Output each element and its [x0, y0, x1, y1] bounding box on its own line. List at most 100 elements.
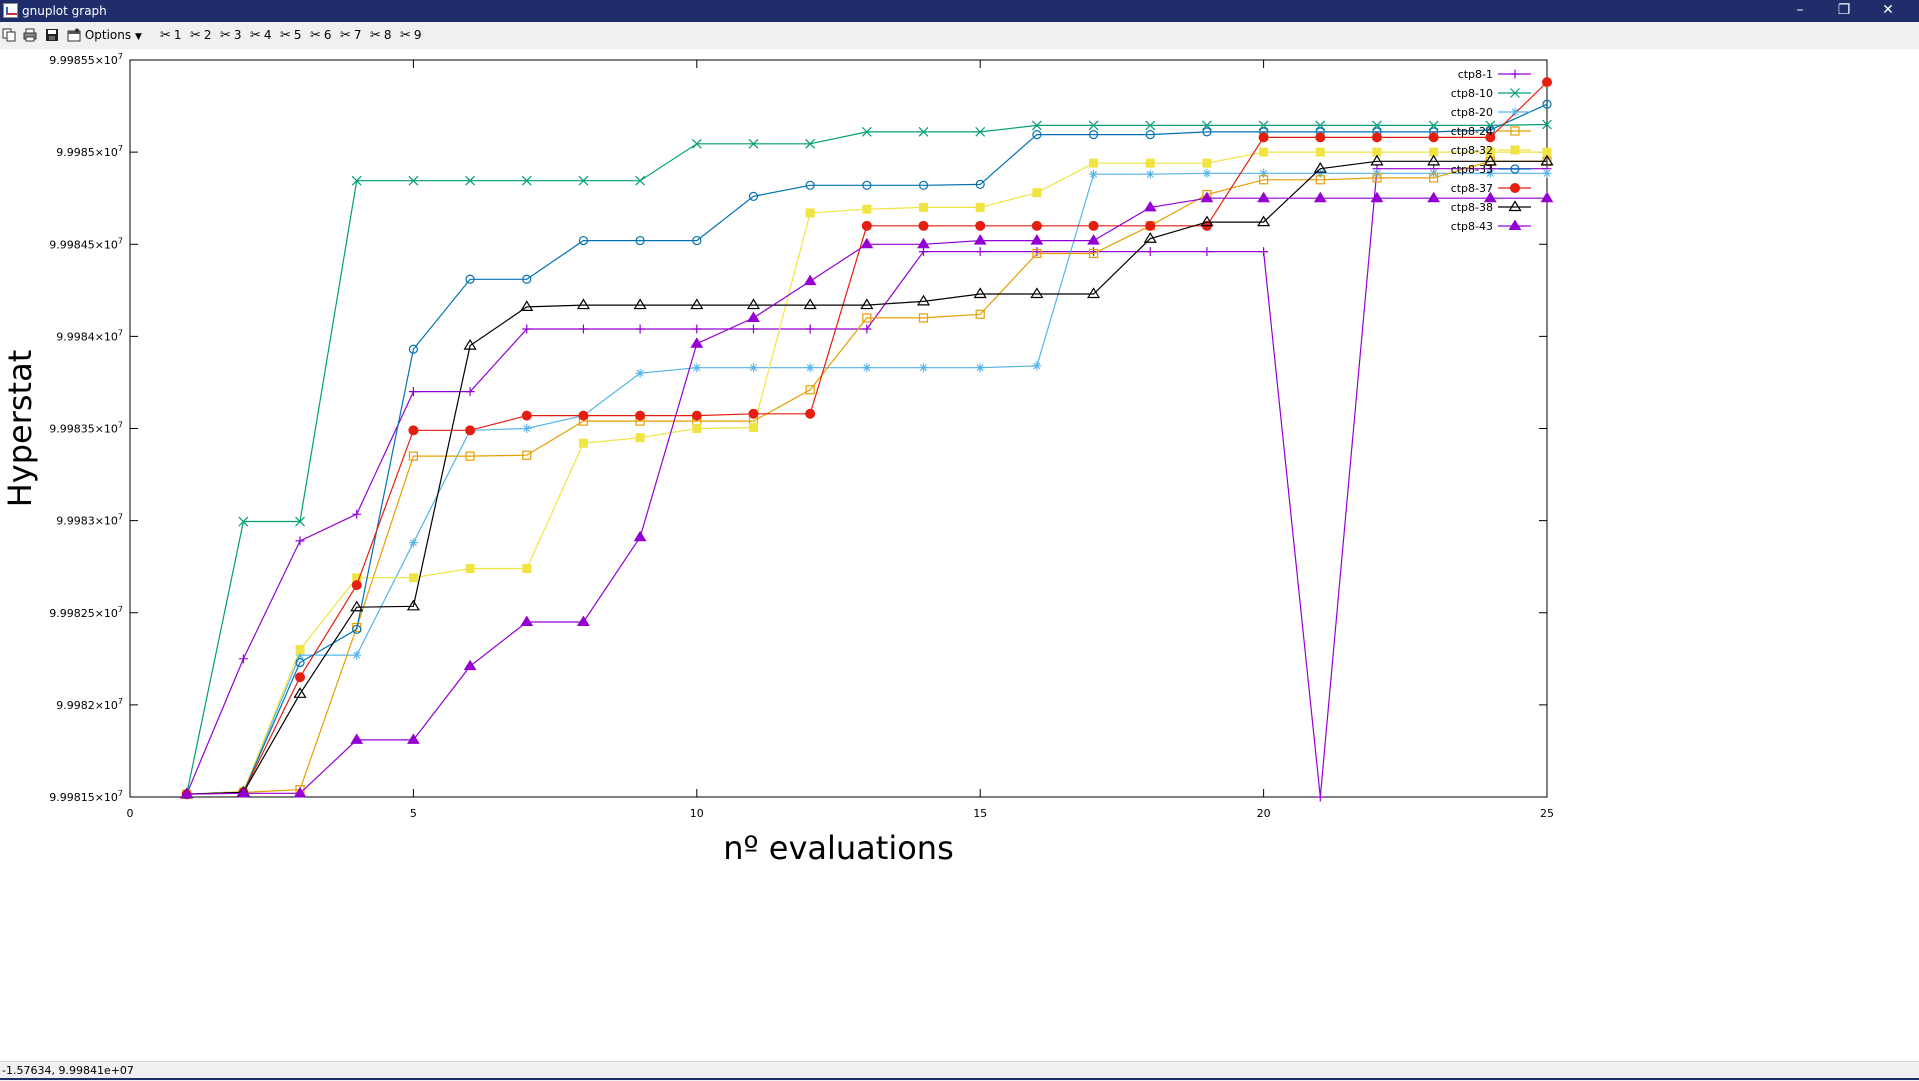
plot-toggle-1[interactable]: ✂ 1: [160, 26, 182, 44]
data-point: [295, 516, 305, 527]
data-point: [465, 387, 475, 397]
y-tick-label: 9.9984×107: [56, 328, 123, 343]
data-point: [522, 324, 532, 334]
data-point: [746, 298, 761, 310]
print-button[interactable]: [23, 26, 37, 44]
data-point: [805, 180, 815, 190]
data-point: [919, 363, 929, 373]
plot-toggle-3[interactable]: ✂ 3: [220, 26, 242, 44]
scissors-icon: ✂: [160, 28, 171, 43]
data-point: [351, 580, 362, 591]
data-point: [465, 564, 475, 574]
scissors-icon: ✂: [250, 28, 261, 43]
data-point: [1508, 219, 1522, 230]
minimize-button[interactable]: –: [1796, 2, 1804, 18]
plot-toggle-2[interactable]: ✂ 2: [190, 26, 212, 44]
data-point: [1143, 200, 1157, 212]
data-point: [1483, 154, 1497, 166]
plot-toggle-label: 1: [173, 28, 182, 42]
data-point: [521, 175, 532, 186]
data-point: [918, 180, 929, 190]
options-menu-button[interactable]: Options ▼: [67, 26, 142, 44]
legend-label: ctp8-33: [1451, 163, 1493, 176]
data-point: [1145, 120, 1156, 131]
data-point: [578, 235, 589, 246]
data-point: [975, 202, 985, 212]
x-tick-label: 25: [1540, 807, 1554, 820]
data-point: [748, 324, 758, 334]
data-point: [1143, 232, 1157, 243]
data-point: [1259, 168, 1269, 178]
plot-toggle-5[interactable]: ✂ 5: [280, 26, 302, 44]
data-point: [1032, 130, 1042, 140]
legend-item: ctp8-43: [1451, 219, 1531, 233]
plot-area[interactable]: 0 5 10 15 20 25 9.99815×107 9.9982×107 9.99825×1…: [0, 49, 1919, 1061]
save-button[interactable]: [45, 26, 59, 44]
restore-button[interactable]: ❐: [1837, 2, 1851, 18]
legend-label: ctp8-38: [1451, 201, 1493, 214]
data-point: [918, 220, 929, 231]
close-button[interactable]: ✕: [1882, 2, 1894, 18]
scissors-icon: ✂: [340, 28, 351, 43]
data-point: [1086, 287, 1101, 299]
plot-toggle-6[interactable]: ✂ 6: [310, 26, 332, 44]
data-point: [690, 337, 704, 348]
series-ctp8-1: [182, 164, 1552, 802]
legend-item: ctp8-20: [1451, 106, 1531, 119]
data-point: [350, 733, 364, 744]
data-point: [1542, 168, 1552, 178]
plot-toggle-7[interactable]: ✂ 7: [340, 26, 362, 44]
data-point: [1032, 188, 1042, 198]
data-point: [1542, 119, 1552, 130]
x-tick-label: 0: [127, 807, 134, 820]
data-point: [1088, 248, 1099, 259]
data-point: [352, 624, 362, 634]
window-bottom-border: [0, 1078, 1919, 1080]
x-tick-label: 20: [1257, 807, 1271, 820]
plot-toggle-9[interactable]: ✂ 9: [400, 26, 422, 44]
data-point: [352, 509, 362, 519]
plot-toggle-label: 6: [323, 28, 332, 42]
series-ctp8-38: [180, 154, 1554, 799]
data-point: [1510, 88, 1520, 98]
y-tick-label: 9.99855×107: [49, 52, 123, 67]
data-point: [463, 659, 477, 671]
plot-toggle-label: 9: [413, 28, 422, 42]
series-ctp8-32: [182, 147, 1552, 799]
data-point: [1540, 191, 1554, 203]
plot-toggle-8[interactable]: ✂ 8: [370, 26, 392, 44]
data-point: [1202, 247, 1212, 257]
data-point: [295, 536, 305, 546]
gnuplot-app-icon: [3, 3, 18, 18]
legend-item: ctp8-37: [1451, 182, 1531, 195]
plot-toggle-4[interactable]: ✂ 4: [250, 26, 272, 44]
data-point: [1031, 220, 1042, 231]
data-point: [1372, 168, 1382, 178]
data-point: [522, 450, 532, 460]
data-point: [748, 363, 758, 373]
scissors-icon: ✂: [400, 28, 411, 43]
data-point: [975, 126, 986, 137]
data-point: [295, 645, 305, 655]
data-point: [975, 220, 986, 231]
data-point: [1087, 234, 1100, 245]
legend-label: ctp8-1: [1458, 68, 1493, 81]
data-point: [919, 202, 929, 212]
data-point: [747, 311, 760, 322]
save-icon: [46, 29, 58, 41]
data-point: [805, 138, 816, 149]
data-point: [576, 298, 591, 310]
data-point: [919, 247, 929, 257]
data-point: [803, 274, 817, 286]
copy-clipboard-button[interactable]: [2, 26, 16, 44]
x-axis-label: nº evaluations: [723, 829, 954, 867]
data-point: [1540, 154, 1554, 166]
data-point: [748, 408, 759, 419]
series-line: [186, 160, 1547, 795]
data-point: [407, 733, 420, 744]
data-point: [1032, 248, 1042, 259]
data-point: [975, 179, 985, 189]
data-point: [860, 298, 874, 310]
data-point: [520, 615, 534, 626]
data-point: [408, 175, 419, 186]
